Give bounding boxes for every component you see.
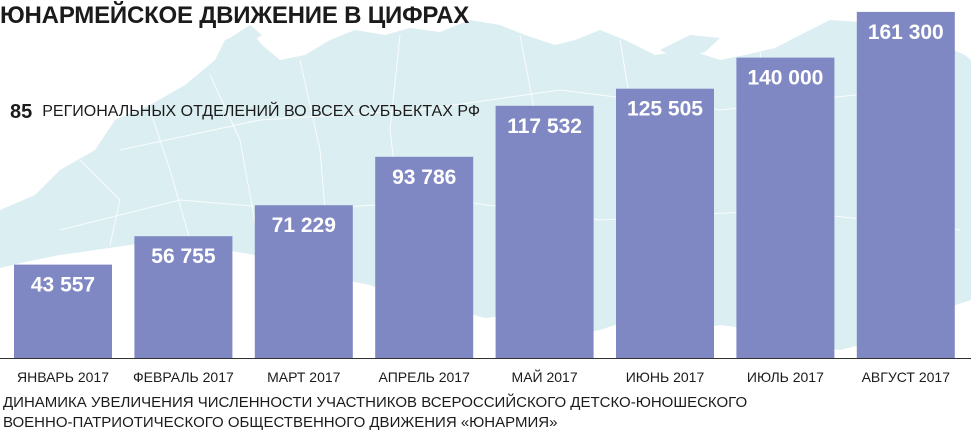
x-tick-label: МАЙ 2017: [512, 368, 578, 385]
x-tick-label: ЯНВАРЬ 2017: [17, 369, 109, 385]
bar: [254, 205, 353, 358]
bar-value-label: 56 755: [151, 245, 216, 268]
bar: [495, 105, 594, 358]
bar-value-label: 125 505: [627, 98, 703, 121]
x-tick-label: АПРЕЛЬ 2017: [379, 369, 471, 385]
map-silhouette: [0, 20, 971, 350]
x-tick-labels: ЯНВАРЬ 2017 ФЕВРАЛЬ 2017 МАРТ 2017 АПРЕЛЬ 2…: [17, 368, 950, 385]
bar-value-label: 117 532: [507, 115, 582, 138]
bar-value-label: 43 557: [31, 274, 95, 297]
caption-line-2: ВОЕННО-ПАТРИОТИЧЕСКОГО ОБЩЕСТВЕННОГО ДВИ…: [3, 414, 558, 431]
bar: [134, 236, 233, 358]
bar: [736, 57, 835, 358]
bar-value-label: 161 300: [868, 21, 944, 44]
x-tick-label: МАРТ 2017: [267, 369, 341, 385]
regions-count: 85: [10, 100, 33, 123]
x-tick-label: АВГУСТ 2017: [862, 369, 951, 385]
bar-value-label: 71 229: [272, 214, 336, 237]
x-tick-label: ИЮНЬ 2017: [626, 369, 705, 385]
chart-caption: ДИНАМИКА УВЕЛИЧЕНИЯ ЧИСЛЕННОСТИ УЧАСТНИК…: [3, 393, 963, 433]
bar: [616, 88, 714, 358]
chart-title: ЮНАРМЕЙСКОЕ ДВИЖЕНИЕ В ЦИФРАХ: [0, 2, 470, 29]
map-island: [660, 35, 720, 58]
bar: [14, 264, 112, 358]
bars-group: 43 557 56 755 71 229 93 786 117 532 125 505 14…: [14, 11, 955, 359]
caption-line-1: ДИНАМИКА УВЕЛИЧЕНИЯ ЧИСЛЕННОСТИ УЧАСТНИК…: [3, 394, 748, 411]
regions-text: РЕГИОНАЛЬНЫХ ОТДЕЛЕНИЙ ВО ВСЕХ СУБЪЕКТАХ…: [42, 103, 480, 120]
bar-value-label: 140 000: [747, 67, 823, 90]
bar: [375, 156, 474, 358]
map-island: [230, 25, 262, 45]
regions-annotation: 85 РЕГИОНАЛЬНЫХ ОТДЕЛЕНИЙ ВО ВСЕХ СУБЪЕК…: [10, 100, 480, 124]
x-tick-label: ИЮЛЬ 2017: [747, 369, 824, 385]
bar: [856, 11, 955, 359]
x-tick-label: ФЕВРАЛЬ 2017: [133, 369, 234, 385]
bar-value-label: 93 786: [392, 166, 456, 189]
